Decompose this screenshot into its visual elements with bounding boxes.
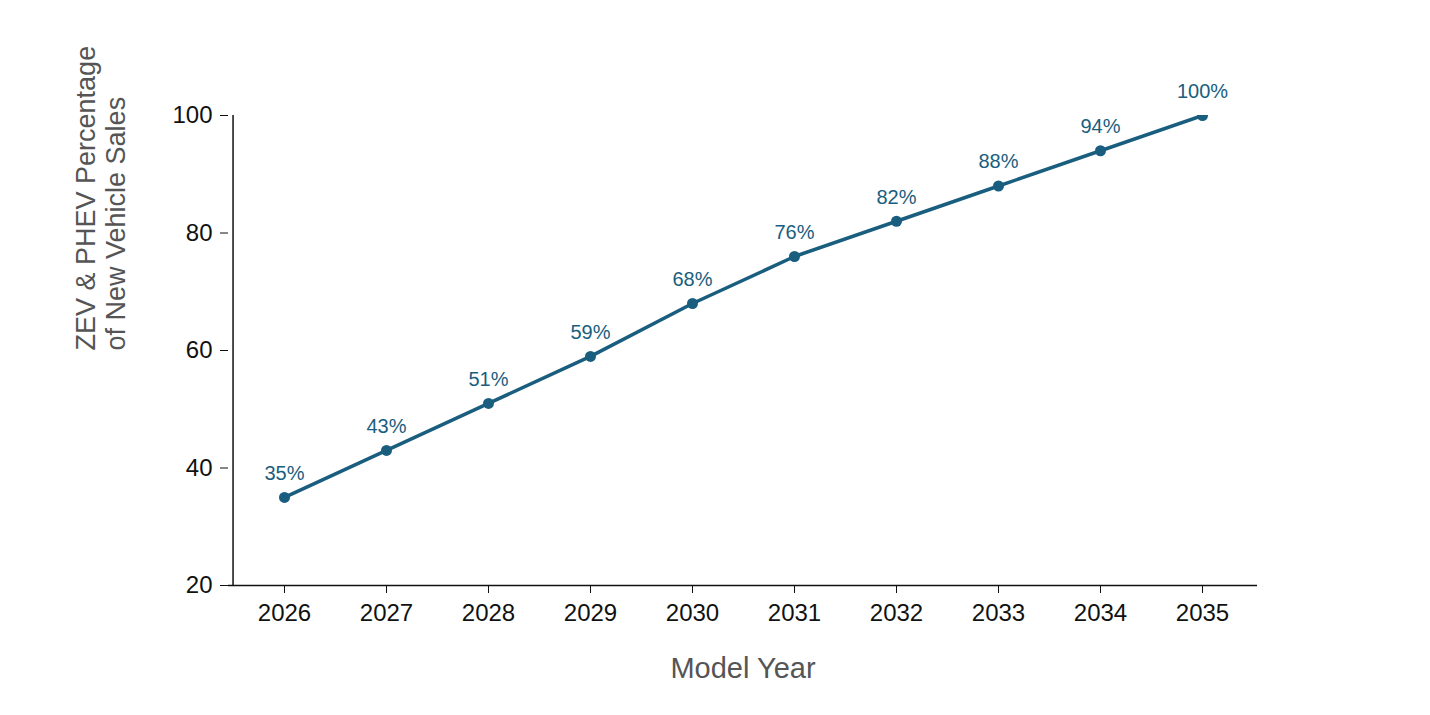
svg-text:59%: 59% bbox=[570, 321, 610, 343]
svg-text:2030: 2030 bbox=[666, 599, 719, 626]
svg-text:80: 80 bbox=[186, 219, 213, 246]
svg-text:2027: 2027 bbox=[360, 599, 413, 626]
svg-text:82%: 82% bbox=[876, 186, 916, 208]
svg-text:2035: 2035 bbox=[1176, 599, 1229, 626]
svg-text:Model Year: Model Year bbox=[670, 652, 815, 684]
svg-text:88%: 88% bbox=[978, 150, 1018, 172]
svg-text:2031: 2031 bbox=[768, 599, 821, 626]
svg-text:100%: 100% bbox=[1177, 80, 1228, 102]
svg-text:43%: 43% bbox=[366, 415, 406, 437]
svg-text:100: 100 bbox=[172, 101, 212, 128]
svg-text:2029: 2029 bbox=[564, 599, 617, 626]
svg-text:ZEV & PHEV Percentageof New Ve: ZEV & PHEV Percentageof New Vehicle Sale… bbox=[71, 46, 131, 351]
svg-text:2026: 2026 bbox=[258, 599, 311, 626]
svg-text:60: 60 bbox=[186, 336, 213, 363]
svg-text:20: 20 bbox=[186, 571, 213, 598]
svg-text:2033: 2033 bbox=[972, 599, 1025, 626]
svg-text:40: 40 bbox=[186, 454, 213, 481]
svg-text:68%: 68% bbox=[672, 268, 712, 290]
svg-text:76%: 76% bbox=[774, 221, 814, 243]
svg-text:35%: 35% bbox=[264, 462, 304, 484]
svg-text:2034: 2034 bbox=[1074, 599, 1127, 626]
svg-text:2032: 2032 bbox=[870, 599, 923, 626]
svg-text:2028: 2028 bbox=[462, 599, 515, 626]
svg-text:94%: 94% bbox=[1080, 115, 1120, 137]
svg-text:51%: 51% bbox=[468, 368, 508, 390]
